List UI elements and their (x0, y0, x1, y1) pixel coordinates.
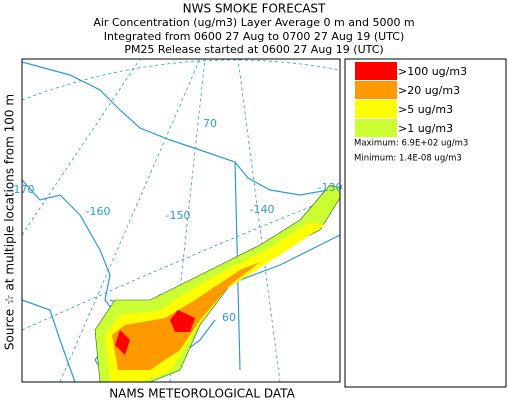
legend-swatch (355, 100, 397, 118)
grid-label: -150 (166, 209, 191, 222)
legend-frame (344, 58, 507, 388)
grid-label: -170 (10, 183, 35, 196)
map-frame (21, 58, 341, 383)
legend-label: >100 ug/m3 (398, 65, 467, 78)
grid-label: 60 (222, 311, 236, 324)
maximum: Maximum: 6.9E+02 ug/m3 (354, 139, 468, 149)
subtitle: Integrated from 0600 27 Aug to 0700 27 A… (104, 30, 405, 43)
legend: >100 ug/m3 >20 ug/m3 >5 ug/m3 >1 ug/m3 (355, 62, 467, 137)
legend-label: >20 ug/m3 (398, 84, 460, 97)
grid-label: -140 (250, 203, 275, 216)
grid-label: 70 (203, 117, 217, 130)
legend-label: >1 ug/m3 (398, 122, 453, 135)
legend-swatch (355, 62, 397, 80)
grid-label: -130 (318, 181, 343, 194)
legend-label: >5 ug/m3 (398, 103, 453, 116)
grid-label: -160 (86, 205, 111, 218)
legend-swatch (355, 81, 397, 99)
smoke-plume (94, 184, 340, 382)
subtitle: Air Concentration (ug/m3) Layer Average … (93, 16, 414, 29)
minimum: Minimum: 1.4E-08 ug/m3 (354, 154, 462, 164)
footer: NAMS METEOROLOGICAL DATA (109, 387, 295, 401)
legend-swatch (355, 119, 397, 137)
source-label: Source ☆ at multiple locations from 100 … (3, 94, 17, 350)
grid-labels: -170 -160 -150 -140 -130 70 60 (10, 117, 343, 324)
map (22, 59, 340, 382)
subtitle: PM25 Release started at 0600 27 Aug 19 (… (124, 43, 383, 56)
title: NWS SMOKE FORECAST (183, 2, 326, 16)
